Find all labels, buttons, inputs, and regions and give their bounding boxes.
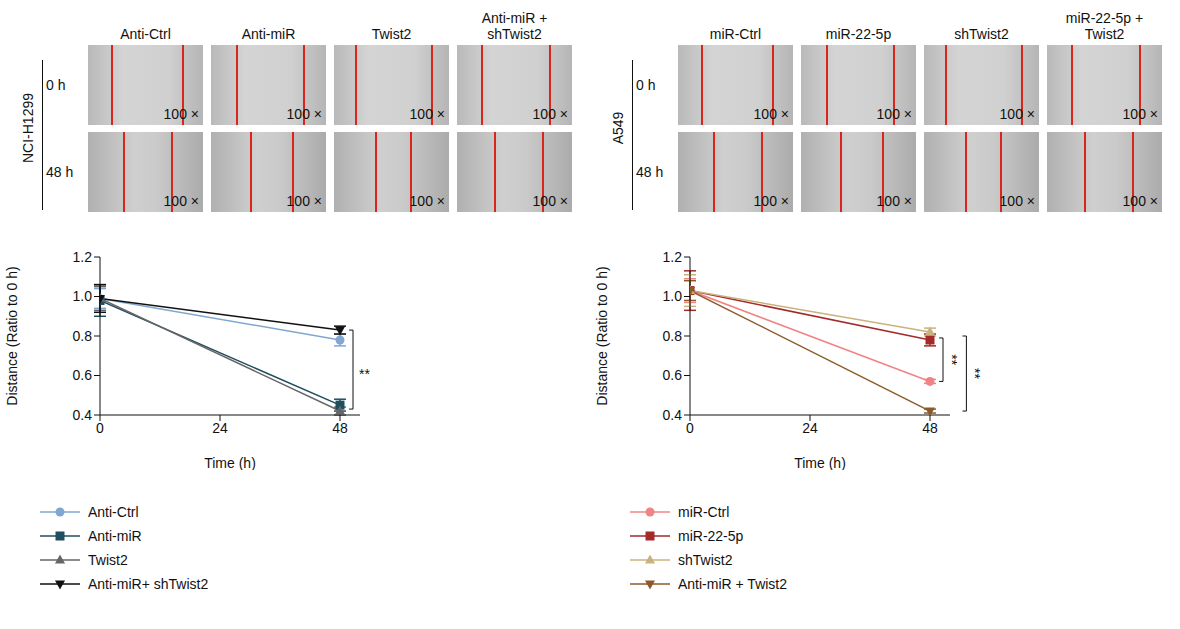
html-text:100 ×: 100 × — [286, 106, 322, 122]
svg-text:0.4: 0.4 — [73, 407, 93, 423]
html-text:100 ×: 100 × — [163, 106, 199, 122]
html-text:100 ×: 100 × — [876, 193, 912, 209]
html-text:100 ×: 100 × — [1122, 193, 1158, 209]
html-text:miR-Ctrl: miR-Ctrl — [709, 26, 762, 42]
html-text:100 ×: 100 × — [409, 193, 445, 209]
svg-text:24: 24 — [802, 420, 818, 436]
html-text:100 ×: 100 × — [409, 106, 445, 122]
svg-text:Distance (Ratio to 0 h): Distance (Ratio to 0 h) — [4, 266, 20, 405]
html-text:Anti-Ctrl: Anti-Ctrl — [120, 26, 171, 42]
html-text:100 ×: 100 × — [1122, 106, 1158, 122]
html-text:100 ×: 100 × — [753, 106, 789, 122]
html-text:miR-Ctrl: miR-Ctrl — [678, 504, 730, 520]
svg-text:Time (h): Time (h) — [794, 455, 846, 470]
html-text:100 ×: 100 × — [876, 106, 912, 122]
html-text:100 ×: 100 × — [999, 106, 1035, 122]
svg-text:48: 48 — [332, 420, 348, 436]
html-text:A549: A549 — [610, 111, 626, 145]
html-text:Twist2: Twist2 — [88, 552, 128, 568]
html-text:Anti-Ctrl: Anti-Ctrl — [88, 504, 139, 520]
html-text:0 h: 0 h — [46, 77, 66, 93]
html-text:miR-22-5p: miR-22-5p — [678, 528, 744, 544]
svg-text:0.8: 0.8 — [663, 328, 683, 344]
svg-text:48: 48 — [922, 420, 938, 436]
svg-text:**: ** — [944, 354, 960, 365]
svg-text:0.6: 0.6 — [73, 367, 93, 383]
svg-text:0.8: 0.8 — [73, 328, 93, 344]
svg-text:1.2: 1.2 — [73, 249, 93, 265]
html-text:shTwist2: shTwist2 — [678, 552, 733, 568]
svg-text:Time (h): Time (h) — [204, 455, 256, 470]
svg-text:**: ** — [967, 368, 983, 379]
html-text:100 ×: 100 × — [753, 193, 789, 209]
svg-text:0.6: 0.6 — [663, 367, 683, 383]
html-text:100 ×: 100 × — [163, 193, 199, 209]
html-text:shTwist2: shTwist2 — [954, 26, 1009, 42]
html-text:Twist2: Twist2 — [371, 26, 412, 42]
html-text:100 ×: 100 × — [999, 193, 1035, 209]
html-text:48 h: 48 h — [636, 164, 664, 180]
html-text:Anti-miR: Anti-miR — [88, 528, 142, 544]
html-text:miR-22-5p + Twist2: miR-22-5p + Twist2 — [1065, 10, 1144, 42]
html-text:miR-22-5p: miR-22-5p — [825, 26, 892, 42]
html-text:Anti-miR + Twist2: Anti-miR + Twist2 — [678, 576, 787, 592]
html-text:0 h: 0 h — [636, 77, 656, 93]
svg-text:1.2: 1.2 — [663, 249, 683, 265]
html-text:NCI-H1299: NCI-H1299 — [20, 93, 36, 163]
svg-text:0: 0 — [686, 420, 694, 436]
html-text:Anti-miR: Anti-miR — [241, 26, 296, 42]
svg-text:Distance (Ratio to 0 h): Distance (Ratio to 0 h) — [594, 266, 610, 405]
svg-text:24: 24 — [212, 420, 228, 436]
html-text:100 ×: 100 × — [532, 106, 568, 122]
svg-text:0: 0 — [96, 420, 104, 436]
svg-text:1.0: 1.0 — [663, 288, 683, 304]
html-text:Anti-miR + shTwist2: Anti-miR + shTwist2 — [481, 10, 548, 42]
html-text:48 h: 48 h — [46, 164, 74, 180]
svg-text:1.0: 1.0 — [73, 288, 93, 304]
html-text:100 ×: 100 × — [532, 193, 568, 209]
svg-text:0.4: 0.4 — [663, 407, 683, 423]
html-text:Anti-miR+ shTwist2: Anti-miR+ shTwist2 — [88, 576, 209, 592]
html-text:100 ×: 100 × — [286, 193, 322, 209]
svg-text:**: ** — [359, 366, 370, 382]
